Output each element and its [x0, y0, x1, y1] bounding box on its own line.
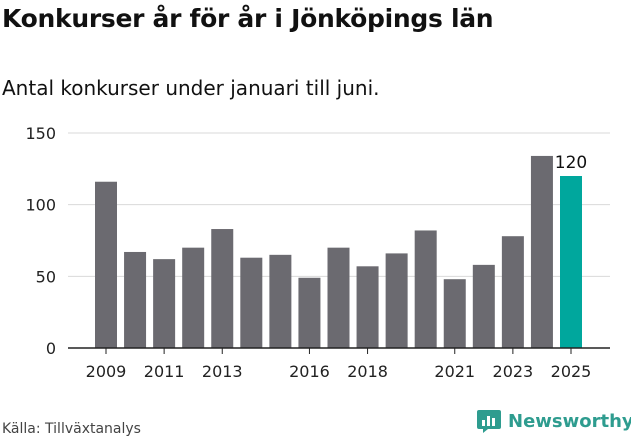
- newsworthy-logo: Newsworthy: [476, 408, 631, 434]
- bar: [472, 264, 495, 348]
- y-tick-label: 50: [36, 267, 56, 286]
- x-tick-label: 2021: [434, 362, 475, 381]
- y-tick-label: 100: [25, 196, 56, 215]
- bar: [356, 266, 379, 348]
- bar: [530, 155, 553, 348]
- bar: [124, 251, 147, 348]
- x-tick-label: 2009: [86, 362, 127, 381]
- bars: [95, 155, 582, 348]
- bar: [385, 253, 408, 348]
- bar: [414, 230, 437, 348]
- x-tick-label: 2011: [144, 362, 185, 381]
- data-label: 120: [555, 153, 587, 173]
- bar-chart-bubble-icon: [477, 410, 501, 433]
- bar: [501, 236, 524, 348]
- x-tick-label: 2025: [551, 362, 592, 381]
- chart-title: Konkurser år för år i Jönköpings län: [2, 4, 494, 33]
- bar: [269, 254, 292, 348]
- bar: [153, 259, 176, 348]
- bar: [327, 247, 350, 348]
- bar: [298, 277, 321, 348]
- bar-highlight: [560, 176, 582, 348]
- logo-text: Newsworthy: [508, 410, 631, 432]
- y-tick-label: 150: [25, 124, 56, 143]
- x-tick-label: 2013: [202, 362, 243, 381]
- labels: 0 50 100 150 2009 2011 2013 2016 2018 2021 2023 202…: [25, 124, 610, 381]
- y-tick-label: 0: [46, 339, 56, 358]
- bar: [95, 181, 117, 348]
- bar: [240, 257, 263, 348]
- bar: [443, 279, 466, 348]
- bar: [211, 229, 234, 348]
- source-note: Källa: Tillväxtanalys: [2, 421, 141, 437]
- x-tick-label: 2023: [493, 362, 534, 381]
- chart-subtitle: Antal konkurser under januari till juni.: [2, 76, 380, 100]
- bar: [182, 247, 205, 348]
- x-tick-label: 2016: [289, 362, 330, 381]
- x-tick-label: 2018: [347, 362, 388, 381]
- bar-chart: 0 50 100 150 2009 2011 2013 2016 2018 2021 2023 202…: [25, 124, 610, 381]
